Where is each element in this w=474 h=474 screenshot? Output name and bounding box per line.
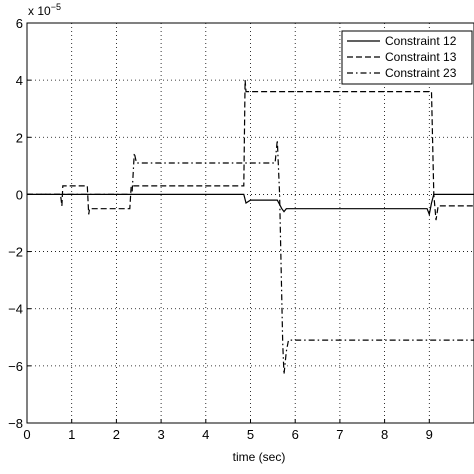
y-multiplier-base: x 10 [28,4,51,18]
x-tick-label: 2 [113,427,120,442]
y-tick-label: 4 [16,73,23,88]
y-tick-label: 2 [16,130,23,145]
x-tick-label: 7 [336,427,343,442]
series-line-2 [27,80,474,221]
x-tick-label: 8 [381,427,388,442]
legend-label: Constraint 12 [385,34,457,48]
legend-label: Constraint 23 [385,66,457,80]
y-multiplier: x 10−5 [28,2,61,18]
x-ticks: 0 1 2 3 4 5 6 7 8 9 [23,419,433,442]
y-ticks: 6 4 2 0 −2 −4 −6 −8 [8,16,31,431]
legend: Constraint 12 Constraint 13 Constraint 23 [341,30,473,85]
y-tick-label: −8 [8,416,23,431]
x-tick-label: 3 [157,427,164,442]
x-tick-label: 9 [426,427,433,442]
x-tick-label: 1 [68,427,75,442]
y-tick-label: −4 [8,302,23,317]
y-tick-label: −6 [8,359,23,374]
x-tick-label: 6 [292,427,299,442]
legend-label: Constraint 13 [385,50,457,64]
y-tick-label: 0 [16,187,23,202]
x-tick-label: 4 [202,427,209,442]
x-axis-label: time (sec) [233,450,286,464]
y-tick-label: 6 [16,16,23,31]
y-tick-label: −2 [8,245,23,260]
series-lines [27,80,474,375]
x-tick-label: 0 [23,427,30,442]
legend-box [341,30,473,85]
y-multiplier-exponent: −5 [51,2,61,12]
x-tick-label: 5 [247,427,254,442]
series-line-1 [27,193,474,217]
